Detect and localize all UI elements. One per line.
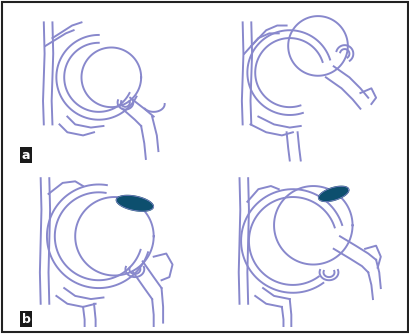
Polygon shape	[318, 186, 348, 201]
Polygon shape	[116, 195, 153, 211]
Text: a: a	[22, 149, 30, 162]
Text: b: b	[22, 313, 31, 326]
